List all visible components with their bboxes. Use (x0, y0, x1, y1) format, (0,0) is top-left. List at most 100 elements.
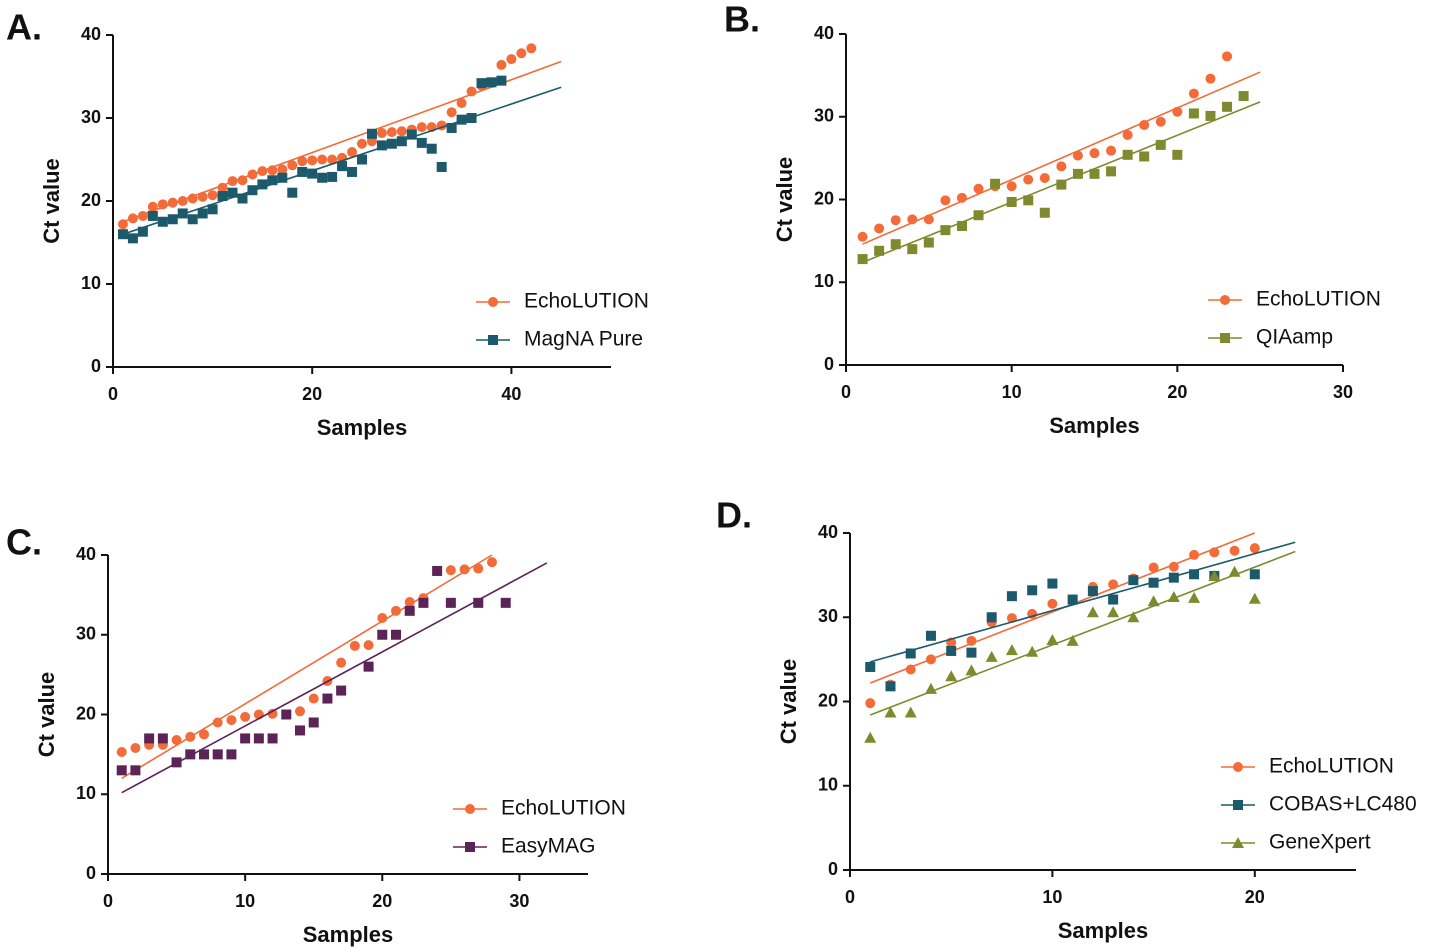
y-tick-label: 40 (818, 522, 838, 542)
x-tick-label: 10 (1042, 887, 1062, 907)
marker (240, 711, 251, 722)
marker (1023, 174, 1034, 185)
panel: C. 0 10 20 30 40 0 10 20 30 Samples Ct value EchoLUT… (6, 522, 626, 947)
marker (1122, 149, 1133, 160)
marker (317, 172, 328, 183)
marker (116, 746, 127, 757)
marker (990, 178, 1001, 189)
marker (307, 168, 318, 179)
marker (1072, 150, 1083, 161)
marker (167, 197, 178, 208)
marker (956, 192, 967, 203)
y-tick-label: 30 (76, 624, 96, 644)
marker (857, 231, 868, 242)
legend-marker (488, 335, 498, 345)
marker (406, 129, 417, 140)
marker (267, 708, 278, 719)
panel: A. 0 10 20 30 40 0 20 40 Samples Ct value EchoLUTIO… (6, 7, 649, 440)
marker (171, 757, 182, 768)
marker (257, 166, 268, 177)
y-axis-title: Ct value (776, 659, 801, 745)
marker (1188, 108, 1199, 119)
marker (396, 136, 407, 147)
marker (874, 223, 885, 234)
marker (945, 670, 958, 682)
marker (884, 706, 897, 718)
x-tick-label: 0 (845, 887, 855, 907)
y-tick-label: 0 (824, 354, 834, 374)
marker (308, 693, 319, 704)
marker (923, 214, 934, 225)
marker (185, 731, 196, 742)
x-axis-title: Samples (303, 922, 394, 947)
marker (171, 735, 182, 746)
marker (1072, 168, 1083, 179)
marker (1188, 591, 1201, 603)
marker (197, 208, 208, 219)
marker (277, 172, 288, 183)
marker (253, 733, 264, 744)
x-tick-label: 20 (302, 384, 322, 404)
marker (907, 244, 918, 255)
marker (973, 183, 984, 194)
marker (1056, 179, 1067, 190)
marker (905, 664, 916, 675)
y-tick-label: 40 (814, 23, 834, 43)
marker (1139, 151, 1150, 162)
marker (404, 605, 415, 616)
marker (177, 208, 188, 219)
marker (137, 210, 148, 221)
marker (327, 171, 338, 182)
marker (1026, 645, 1039, 657)
marker (1189, 549, 1200, 560)
marker (1148, 577, 1159, 588)
marker (187, 193, 198, 204)
marker (426, 143, 437, 154)
trend-line (870, 541, 1296, 663)
marker (1168, 572, 1179, 583)
marker (946, 645, 957, 656)
marker (940, 195, 951, 206)
marker (1066, 634, 1079, 646)
marker (337, 161, 348, 172)
legend-marker (1220, 295, 1230, 305)
marker (1188, 88, 1199, 99)
marker (1238, 91, 1249, 102)
marker (1108, 579, 1119, 590)
marker (1222, 101, 1233, 112)
x-tick-label: 0 (841, 382, 851, 402)
marker (212, 717, 223, 728)
legend-marker (488, 297, 498, 307)
marker (376, 127, 387, 138)
y-tick-label: 10 (81, 273, 101, 293)
marker (496, 75, 507, 86)
marker (1027, 585, 1038, 596)
marker (1248, 592, 1261, 604)
marker (516, 48, 527, 59)
marker (885, 681, 896, 692)
marker (865, 698, 876, 709)
marker (1222, 51, 1233, 62)
marker (357, 138, 367, 149)
marker (240, 733, 251, 744)
marker (940, 225, 951, 236)
y-axis-title: Ct value (39, 158, 64, 244)
marker (287, 187, 298, 198)
marker (496, 59, 507, 70)
marker (130, 765, 141, 776)
marker (1127, 611, 1140, 623)
marker (347, 147, 358, 158)
marker (1006, 196, 1017, 207)
marker (117, 219, 128, 230)
marker (1205, 110, 1216, 121)
marker (267, 175, 278, 186)
marker (905, 648, 916, 659)
marker (1106, 166, 1117, 177)
marker (973, 210, 984, 221)
marker (307, 155, 318, 166)
marker (907, 214, 918, 225)
marker (890, 215, 901, 226)
legend-label: GeneXpert (1269, 831, 1371, 854)
marker (865, 661, 876, 672)
